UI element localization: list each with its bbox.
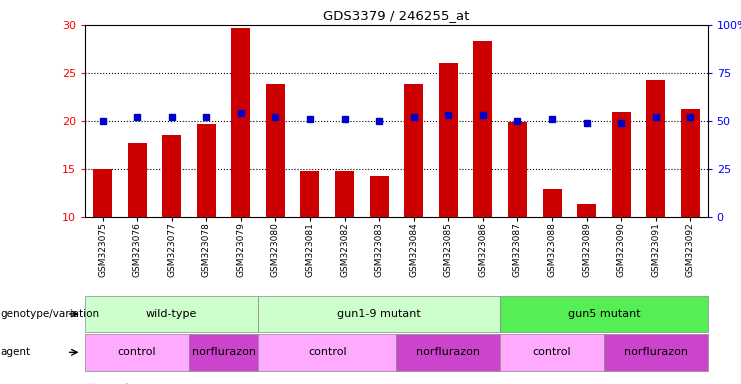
Bar (577, 204, 596, 313)
Bar (508, 122, 527, 313)
Text: ■: ■ (85, 383, 96, 384)
Text: count: count (100, 383, 130, 384)
Bar (439, 63, 458, 313)
Bar (300, 171, 319, 313)
Text: agent: agent (1, 347, 31, 358)
Text: control: control (118, 347, 156, 358)
Bar (127, 143, 147, 313)
Bar (681, 109, 700, 313)
Text: genotype/variation: genotype/variation (1, 309, 100, 319)
Bar (473, 41, 492, 313)
Bar (162, 136, 181, 313)
Bar (266, 84, 285, 313)
Bar (196, 124, 216, 313)
Bar (611, 113, 631, 313)
Bar (404, 84, 423, 313)
Text: norflurazon: norflurazon (624, 347, 688, 358)
Text: gun1-9 mutant: gun1-9 mutant (337, 309, 421, 319)
Bar (646, 80, 665, 313)
Text: wild-type: wild-type (146, 309, 197, 319)
Bar (370, 176, 388, 313)
Text: norflurazon: norflurazon (191, 347, 256, 358)
Text: norflurazon: norflurazon (416, 347, 480, 358)
Bar (542, 189, 562, 313)
Text: control: control (308, 347, 347, 358)
Bar (93, 169, 112, 313)
Text: control: control (533, 347, 571, 358)
Title: GDS3379 / 246255_at: GDS3379 / 246255_at (323, 9, 470, 22)
Bar (231, 28, 250, 313)
Bar (335, 171, 354, 313)
Text: gun5 mutant: gun5 mutant (568, 309, 640, 319)
